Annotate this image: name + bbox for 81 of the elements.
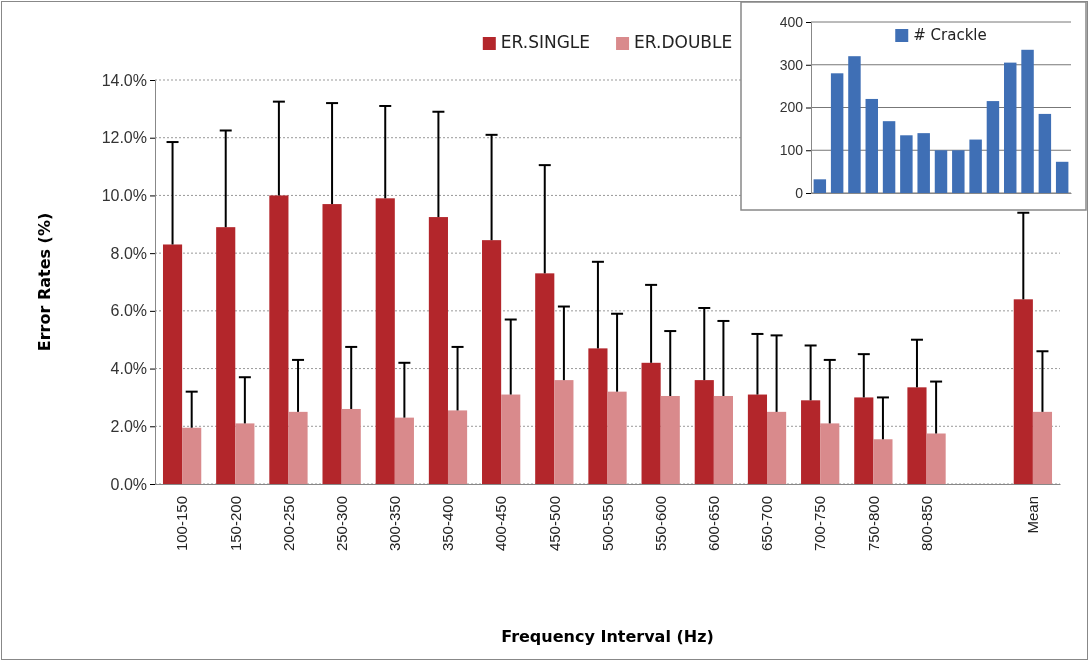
x-tick-label: 200-250 (279, 496, 297, 552)
bar (501, 394, 521, 484)
y-tick-label: 12.0% (101, 129, 147, 147)
bar (900, 135, 913, 193)
x-axis-title: Frequency Interval (Hz) (501, 627, 714, 646)
y-tick-label: 10.0% (101, 187, 147, 205)
y-tick-label: 14.0% (101, 71, 147, 89)
bar (801, 400, 821, 484)
bar (288, 411, 308, 484)
bar (375, 198, 395, 484)
bar (235, 423, 255, 484)
x-tick-label: 350-400 (439, 496, 457, 552)
bar (1038, 113, 1052, 193)
x-tick-label: 100-150 (173, 496, 191, 552)
y-tick-label: 200 (779, 99, 804, 116)
y-tick-label: 2.0% (110, 417, 147, 435)
bar (216, 227, 236, 484)
bar (934, 150, 948, 193)
bar (767, 411, 787, 484)
legend-label: ER.DOUBLE (634, 32, 733, 52)
x-tick-label: 150-200 (226, 496, 244, 552)
y-tick-label: 6.0% (110, 302, 147, 320)
bar (917, 133, 930, 193)
bar (1004, 62, 1017, 193)
x-tick-label: Mean (1024, 496, 1042, 534)
legend-label: ER.SINGLE (500, 32, 591, 52)
bar (1021, 49, 1034, 193)
bar (641, 362, 661, 484)
bar (969, 139, 982, 193)
x-tick-label: 750-800 (864, 496, 882, 552)
x-tick-label: 400-450 (492, 496, 510, 552)
y-tick-label: 300 (779, 56, 804, 73)
bar (873, 439, 893, 484)
bar (394, 417, 414, 484)
bar (660, 395, 680, 484)
y-tick-label: 400 (779, 13, 804, 30)
y-axis-title: Error Rates (%) (35, 212, 54, 352)
bar (986, 101, 1000, 193)
y-tick-label: 0.0% (110, 475, 147, 493)
x-tick-label: 250-300 (332, 496, 350, 552)
bar (428, 217, 448, 484)
bar (848, 56, 861, 193)
x-tick-label: 550-600 (651, 496, 669, 552)
bar (1013, 299, 1033, 484)
bar (1032, 411, 1053, 484)
bar (747, 394, 768, 484)
bar (341, 408, 361, 484)
bar (813, 179, 827, 193)
x-tick-label: 450-500 (545, 496, 563, 552)
bar (1055, 161, 1069, 193)
bar (182, 427, 202, 484)
bar (322, 204, 342, 484)
bar (907, 387, 927, 484)
bar (588, 348, 608, 484)
bar (854, 397, 874, 484)
x-tick-label: 600-650 (705, 496, 723, 552)
y-tick-label: 100 (779, 142, 804, 159)
bar (865, 98, 878, 193)
x-tick-label: 500-550 (598, 496, 616, 552)
x-tick-label: 650-700 (758, 496, 776, 552)
legend-label: # Crackle (913, 26, 987, 44)
bar (820, 423, 840, 484)
y-tick-label: 0 (795, 184, 804, 201)
bar (713, 395, 733, 484)
bar (554, 380, 574, 484)
bar (694, 380, 714, 484)
y-tick-label: 8.0% (110, 244, 147, 262)
bar (162, 244, 183, 484)
bar (535, 273, 555, 484)
bar (830, 73, 844, 193)
bar (269, 195, 289, 484)
bar (926, 433, 946, 484)
bar (482, 240, 502, 484)
bar (882, 121, 896, 193)
x-tick-label: 300-350 (386, 496, 404, 552)
x-tick-label: 700-750 (811, 496, 829, 552)
bar (952, 150, 965, 193)
y-tick-label: 4.0% (110, 360, 147, 378)
bar (607, 391, 627, 484)
x-tick-label: 800-850 (917, 496, 935, 552)
bar (447, 410, 468, 484)
